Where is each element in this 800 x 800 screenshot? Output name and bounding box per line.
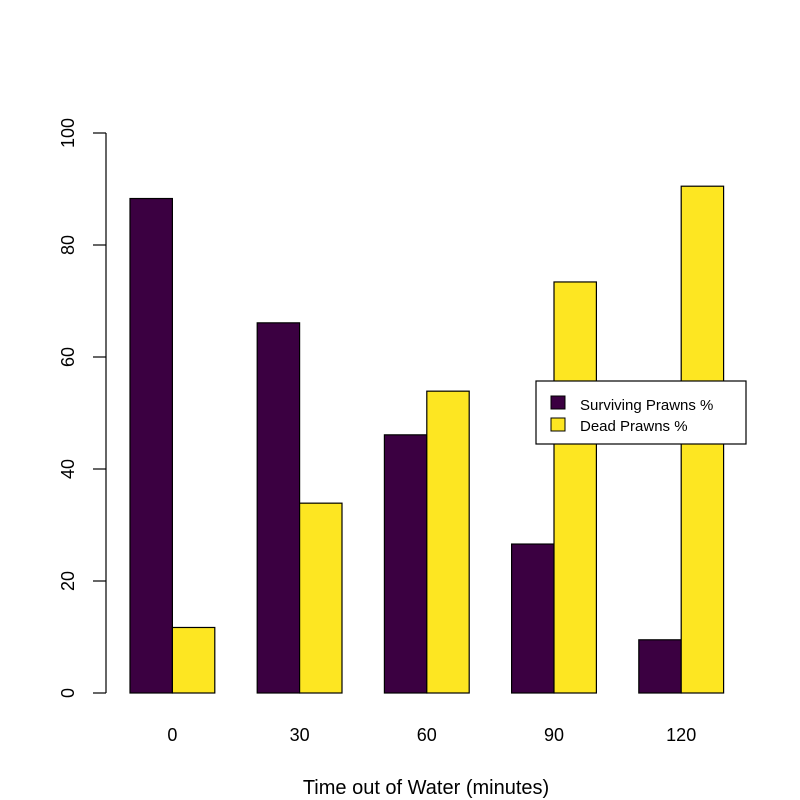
bar-dead-60 [426,390,470,694]
x-tick-label: 60 [417,725,437,745]
y-tick-label: 60 [58,347,78,367]
y-tick-label: 0 [58,688,78,698]
x-tick-labels: 0 30 60 90 120 [167,725,696,745]
x-tick-label: 30 [290,725,310,745]
bar-surviving-120 [638,639,682,694]
x-tick-label: 0 [167,725,177,745]
bar-surviving-60 [383,434,428,694]
bar-dead-90 [553,281,598,694]
y-tick-label: 20 [58,571,78,591]
bar-dead-0 [171,626,216,694]
y-tick-label: 100 [58,118,78,148]
bar-surviving-90 [511,543,555,694]
legend-label-dead: Dead Prawns % [580,418,688,435]
bar-surviving-30 [256,322,301,694]
bar-dead-30 [299,502,343,694]
x-axis-title: Time out of Water (minutes) [303,777,549,799]
legend-label-surviving: Surviving Prawns % [580,397,713,414]
bars-group [129,185,725,694]
x-tick-label: 90 [544,725,564,745]
legend-swatch-surviving [550,395,566,410]
y-tick-label: 40 [58,459,78,479]
bar-surviving-0 [129,197,174,694]
legend: Surviving Prawns % Dead Prawns % [535,380,747,445]
legend-swatch-dead [550,417,566,432]
x-tick-label: 120 [666,725,696,745]
y-axis: 0 20 40 60 80 100 [58,118,107,698]
y-tick-label: 80 [58,235,78,255]
legend-box [535,380,747,445]
